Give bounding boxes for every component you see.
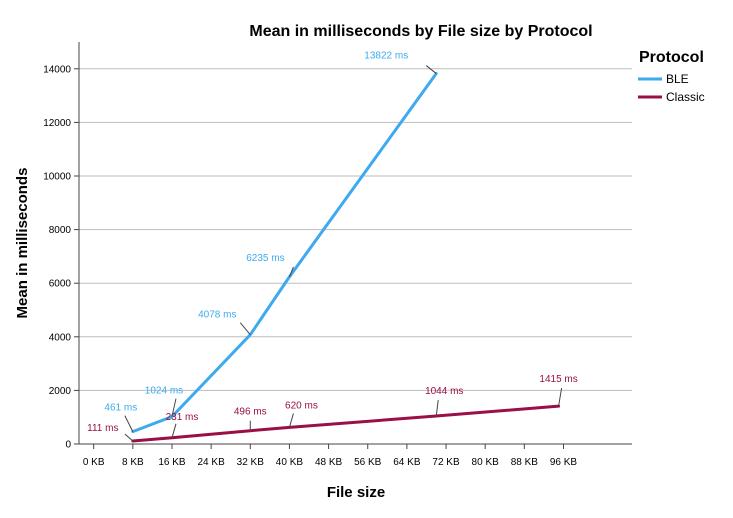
data-label-leader	[171, 398, 177, 417]
x-tick-label: 64 KB	[393, 457, 421, 468]
data-label-leader	[171, 423, 177, 438]
x-tick-label: 88 KB	[511, 457, 539, 468]
data-label-classic: 231 ms	[166, 412, 199, 423]
y-tick-label: 2000	[49, 386, 72, 397]
x-tick-label: 72 KB	[432, 457, 460, 468]
data-label-classic: 111 ms	[87, 423, 118, 434]
data-label-ble: 13822 ms	[364, 51, 408, 62]
y-tick-label: 6000	[49, 279, 72, 290]
y-tick-label: 12000	[43, 118, 71, 129]
x-tick-label: 40 KB	[276, 457, 304, 468]
data-label-leader	[288, 413, 294, 428]
data-label-classic: 620 ms	[285, 400, 318, 411]
x-tick-label: 0 KB	[83, 457, 105, 468]
y-axis-title: Mean in milliseconds	[14, 168, 31, 319]
x-tick-label: 24 KB	[198, 457, 226, 468]
data-labels: 461 ms 1024 ms 4078 ms 6235 ms 13822 ms 111 m…	[87, 51, 578, 442]
y-tick-label: 10000	[43, 172, 71, 183]
x-tick-label: 48 KB	[315, 457, 343, 468]
chart-title: Mean in milliseconds by File size by Pro…	[249, 23, 592, 40]
legend-label-classic: Classic	[666, 90, 705, 104]
data-label-classic: 1415 ms	[539, 374, 577, 385]
axes	[78, 42, 632, 445]
y-tick-label: 0	[65, 440, 71, 451]
x-tick-label: 8 KB	[122, 457, 144, 468]
legend-title: Protocol	[639, 49, 704, 66]
legend: Protocol BLE Classic	[638, 49, 705, 104]
data-label-classic: 496 ms	[234, 407, 267, 418]
data-label-ble: 6235 ms	[246, 253, 284, 264]
x-tick-label: 16 KB	[158, 457, 186, 468]
series-line-classic	[131, 404, 561, 443]
series-line-ble	[131, 72, 438, 434]
data-label-ble: 4078 ms	[198, 310, 236, 321]
data-label-leader	[288, 266, 294, 278]
x-tick-label: 96 KB	[550, 457, 578, 468]
x-axis-title: File size	[327, 484, 385, 501]
y-tick-label: 14000	[43, 64, 71, 75]
data-label-ble: 1024 ms	[145, 386, 183, 397]
data-label-classic: 1044 ms	[425, 386, 463, 397]
y-axis-ticks: 0 2000 4000 6000 8000 10000 12000 14000	[43, 64, 79, 451]
data-label-leader	[124, 433, 134, 442]
x-tick-label: 56 KB	[354, 457, 382, 468]
data-label-leader	[239, 322, 251, 336]
data-label-leader	[425, 65, 437, 74]
series-lines	[131, 72, 561, 443]
x-tick-label: 32 KB	[237, 457, 265, 468]
y-tick-label: 4000	[49, 332, 72, 343]
data-label-leader	[124, 415, 134, 432]
data-label-ble: 461 ms	[104, 403, 137, 414]
x-tick-label: 80 KB	[472, 457, 500, 468]
data-label-leader	[435, 399, 439, 417]
data-label-leader	[558, 387, 563, 407]
y-tick-label: 8000	[49, 225, 72, 236]
x-axis-ticks: 0 KB 8 KB 16 KB 24 KB 32 KB 40 KB 48 KB 56 KB 64…	[83, 444, 578, 468]
legend-label-ble: BLE	[666, 72, 689, 86]
grid-lines	[79, 68, 632, 391]
